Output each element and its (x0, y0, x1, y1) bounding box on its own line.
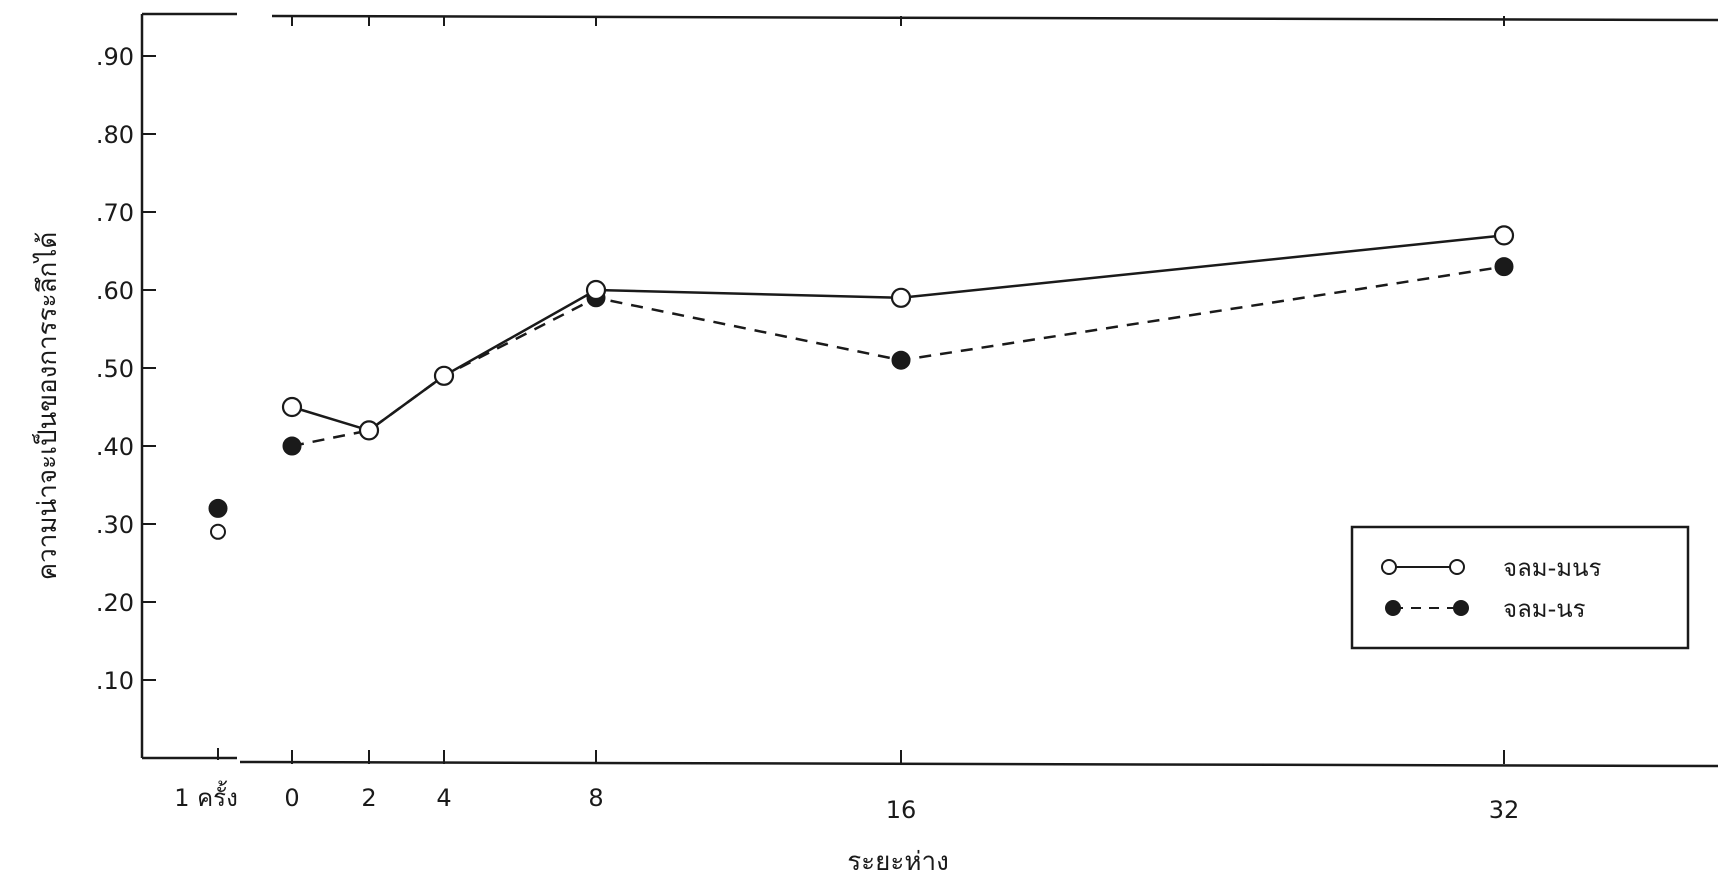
top-border-right (271, 14, 1719, 22)
data-point-series-2 (1494, 257, 1514, 277)
series-lines (291, 234, 1505, 448)
x-tick-label-single: 1 ครั้ง (174, 780, 238, 812)
legend-marker-series-2-left (1385, 600, 1401, 616)
x-tick-label: 8 (588, 784, 603, 812)
series-points (208, 225, 1515, 540)
y-tick-label: .10 (96, 667, 134, 695)
legend-label-series-1: จลม-มนร (1503, 554, 1601, 582)
y-tick-label: .50 (96, 355, 134, 383)
y-tick-label: .80 (96, 121, 134, 149)
x-axis-ticks: 1 ครั้ง 0 2 4 8 16 32 (174, 16, 1519, 824)
y-tick-label: .90 (96, 43, 134, 71)
legend-label-series-2: จลม-นร (1503, 595, 1586, 623)
x-tick-label: 0 (284, 784, 299, 812)
single-presentation-point-series-2 (208, 498, 228, 518)
x-tick-label: 4 (436, 784, 451, 812)
y-tick-label: .70 (96, 199, 134, 227)
legend: จลม-มนร จลม-นร (1350, 525, 1690, 650)
y-tick-label: .40 (96, 433, 134, 461)
legend-marker-series-2-right (1453, 600, 1469, 616)
y-tick-label: .20 (96, 589, 134, 617)
x-axis-label: ระยะห่าง (847, 847, 949, 877)
legend-box (1350, 525, 1690, 650)
x-axis-right (239, 760, 1719, 768)
series-line-2 (291, 265, 1505, 448)
y-tick-label: .60 (96, 277, 134, 305)
data-point-series-1 (281, 396, 303, 418)
series-line-1 (291, 234, 1505, 432)
axes (140, 12, 1719, 768)
y-axis-label: ความน่าจะเป็นของการระลึกได้ (31, 232, 63, 580)
legend-marker-series-1-left (1381, 559, 1397, 575)
data-point-series-1 (1493, 225, 1515, 246)
data-point-series-2 (891, 350, 911, 370)
data-point-series-1 (585, 279, 607, 301)
x-tick-label: 2 (361, 784, 376, 812)
y-tick-label: .30 (96, 511, 134, 539)
data-point-series-1 (890, 287, 912, 308)
data-point-series-1 (358, 420, 380, 441)
data-point-series-1 (433, 365, 455, 386)
x-tick-label: 32 (1489, 796, 1520, 824)
data-point-series-2 (282, 436, 302, 456)
x-tick-label: 16 (886, 796, 917, 824)
legend-marker-series-1-right (1449, 559, 1465, 575)
single-presentation-point-series-1 (210, 523, 226, 540)
y-axis-ticks: .10 .20 .30 .40 .50 .60 .70 .80 .90 (96, 43, 156, 695)
